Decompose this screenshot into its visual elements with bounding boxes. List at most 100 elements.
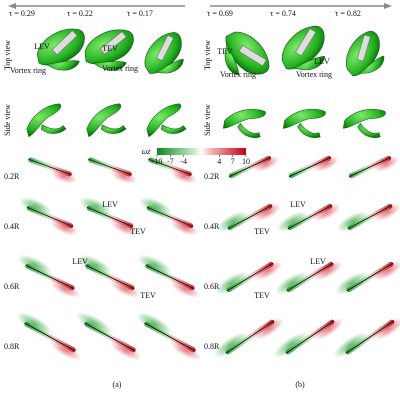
annotation: LEV [34, 42, 50, 51]
row-label: 0.8R [4, 342, 20, 351]
wing-chord [25, 264, 75, 290]
wing-chord [285, 320, 335, 354]
positive-vorticity [17, 254, 53, 276]
wing-chord [145, 264, 195, 290]
positive-vorticity [77, 254, 113, 276]
wing-section [228, 155, 280, 179]
wing-section [137, 254, 201, 298]
wing-section [348, 155, 400, 179]
negative-vorticity [110, 340, 142, 361]
wing-section [276, 203, 341, 232]
negative-vorticity [314, 318, 344, 340]
view-label: Side view [3, 104, 12, 136]
colorbar-tick-label: -7 [167, 157, 174, 166]
vortex-tail [297, 122, 321, 138]
wing-section [216, 203, 281, 232]
wing-chord [226, 262, 274, 292]
colorbar [157, 148, 246, 155]
vortex-isosurface [84, 29, 134, 71]
negative-vorticity [373, 203, 400, 222]
wing-section [273, 318, 344, 358]
wing [238, 45, 267, 67]
negative-vorticity [50, 340, 82, 361]
annotation: TEV [102, 44, 118, 53]
wing-section [275, 260, 343, 295]
negative-vorticity [50, 168, 77, 184]
vortex-body [282, 108, 326, 129]
side-isosurface [26, 103, 67, 138]
vortex-body [86, 103, 122, 138]
row-label: 0.8R [204, 342, 220, 351]
row-label: 0.4R [204, 222, 220, 231]
arrow-head [384, 3, 392, 9]
wing-section [88, 157, 137, 184]
side-isosurface [222, 108, 266, 138]
negative-vorticity [313, 155, 340, 172]
view-label: Side view [203, 104, 212, 136]
negative-vorticity [374, 260, 400, 281]
side-isosurface [146, 103, 187, 138]
vortex-tail [40, 124, 67, 134]
vortex-tube [155, 58, 184, 74]
side-isosurface [282, 108, 326, 138]
wing-chord [28, 158, 72, 176]
view-label: Top view [203, 40, 212, 70]
wing-chord [26, 206, 74, 228]
wing-chord [148, 158, 192, 176]
row-label: 0.4R [4, 222, 20, 231]
negative-vorticity [254, 318, 284, 340]
tau-label: τ = 0.17 [127, 9, 153, 18]
wing-chord [346, 262, 394, 292]
positive-vorticity [19, 197, 52, 216]
annotation: LEV [290, 200, 306, 209]
wing-chord [85, 264, 135, 290]
negative-vorticity [110, 168, 137, 184]
positive-vorticity [136, 312, 173, 336]
annotation: TEV [217, 47, 233, 56]
negative-vorticity [170, 219, 199, 236]
wing-section [215, 260, 283, 295]
vortex-isosurface [36, 28, 85, 71]
positive-vorticity [213, 332, 249, 358]
wing-section [148, 157, 197, 184]
wing-section [17, 254, 81, 298]
wing-chord [225, 320, 275, 354]
vortex-isosurface [224, 31, 270, 76]
negative-vorticity [170, 279, 201, 298]
positive-vorticity [335, 271, 369, 295]
tau-label: τ = 0.74 [270, 9, 296, 18]
vortex-isosurface [144, 32, 184, 74]
wing-chord [347, 204, 393, 230]
positive-vorticity [333, 332, 369, 358]
wing-section [19, 197, 79, 236]
annotation: Vortex ring [296, 70, 332, 79]
wing-section [16, 312, 82, 361]
vortex-tail [100, 124, 127, 134]
annotation: LEV [314, 57, 330, 66]
negative-vorticity [50, 219, 79, 236]
wing-chord [86, 206, 134, 228]
vortex-isosurface [345, 30, 385, 77]
tau-label: τ = 0.29 [9, 9, 35, 18]
annotation: TEV [130, 227, 146, 236]
negative-vorticity [170, 168, 197, 184]
panel-label: (a) [113, 380, 122, 389]
wing-section [139, 197, 199, 236]
positive-vorticity [276, 211, 309, 232]
positive-vorticity [137, 254, 173, 276]
negative-vorticity [110, 279, 141, 298]
wing-section [28, 157, 77, 184]
wing-section [79, 197, 139, 236]
positive-vorticity [215, 271, 249, 295]
wing-section [77, 254, 141, 298]
wing [295, 28, 317, 57]
row-label: 0.6R [4, 282, 20, 291]
vortex-body [146, 103, 182, 138]
negative-vorticity [373, 155, 400, 172]
wing-section [213, 318, 284, 358]
wing-section [136, 312, 202, 361]
negative-vorticity [313, 203, 341, 222]
vortex-isosurface [281, 25, 326, 71]
colorbar-tick-label: -10 [152, 157, 163, 166]
